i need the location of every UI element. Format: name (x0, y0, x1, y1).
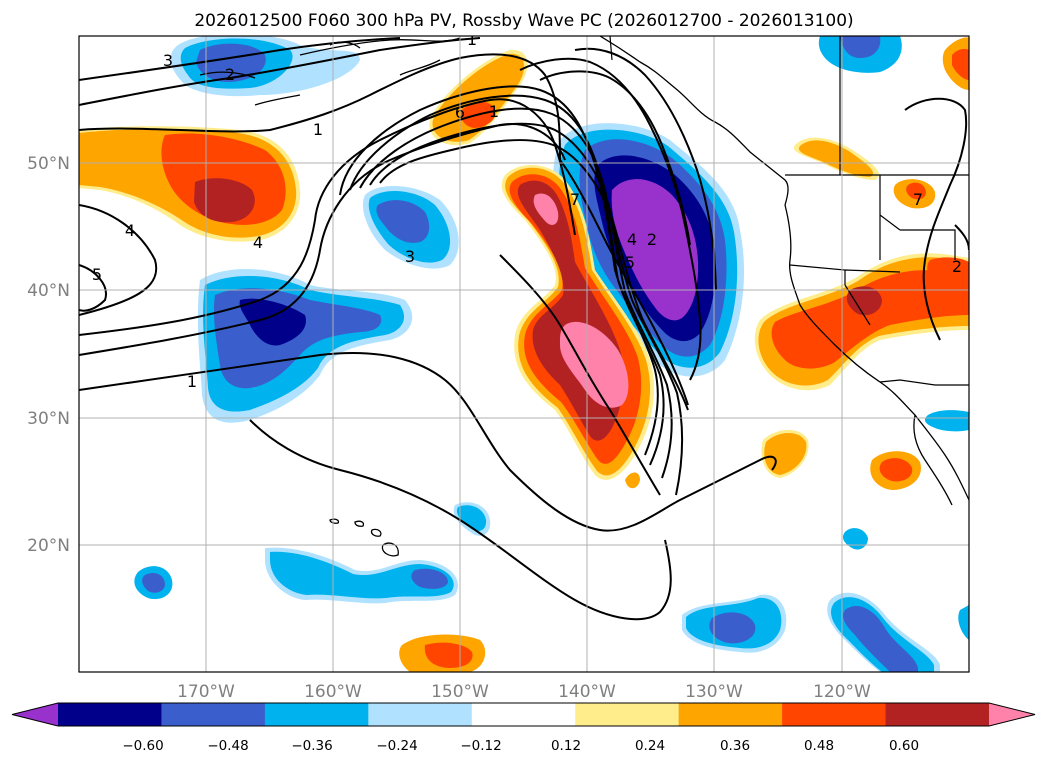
x-tick-label: 160°W (304, 682, 362, 702)
contour-label: 1 (467, 30, 477, 49)
colorbar-extend-min (12, 703, 58, 726)
colorbar-segment (885, 703, 990, 726)
colorbar-segment (264, 703, 369, 726)
contour-label: 3 (163, 51, 173, 70)
negative-anomaly-shading (134, 36, 969, 672)
map-frame (78, 35, 970, 673)
x-tick-label: 130°W (685, 682, 743, 702)
colorbar (11, 702, 1036, 727)
y-tick-label: 30°N (27, 409, 70, 429)
colorbar-tick-label: 0.36 (720, 738, 750, 754)
x-axis-tick-labels: 170°W 160°W 150°W 140°W 130°W 120°W (177, 682, 871, 702)
contour-label: 3 (405, 247, 415, 266)
x-tick-label: 140°W (558, 682, 616, 702)
colorbar-segment (58, 703, 162, 726)
political-borders (609, 36, 969, 386)
contour-label: 5 (625, 253, 635, 272)
colorbar-tick-label: −0.48 (207, 738, 248, 754)
colorbar-tick-label: 0.60 (889, 738, 919, 754)
contour-label: 7 (913, 190, 923, 209)
colorbar-tick-label: 0.48 (804, 738, 834, 754)
colorbar-tick-label: −0.24 (376, 738, 417, 754)
coastlines (199, 36, 969, 557)
x-tick-label: 150°W (431, 682, 489, 702)
map-area: 3 2 1 1 6 7 1 4 4 5 3 1 2 4 5 7 2 (79, 30, 969, 672)
colorbar-tick-label: −0.60 (122, 738, 163, 754)
contour-label: 1 (187, 372, 197, 391)
y-tick-label: 20°N (27, 536, 70, 556)
contour-label: 5 (92, 265, 102, 284)
contour-label: 4 (253, 233, 263, 252)
x-tick-label: 170°W (177, 682, 235, 702)
colorbar-tick-label: −0.12 (460, 738, 501, 754)
contour-label: 4 (125, 221, 135, 240)
y-axis-tick-labels: 50°N 40°N 30°N 20°N (27, 154, 70, 556)
contour-label: 4 (627, 230, 637, 249)
contour-label: 2 (225, 65, 235, 84)
contour-label: 7 (570, 190, 580, 209)
figure-title: 2026012500 F060 300 hPa PV, Rossby Wave … (194, 11, 853, 31)
colorbar-segment (575, 703, 680, 726)
colorbar-tick-label: 0.12 (551, 738, 581, 754)
colorbar-segment (161, 703, 266, 726)
colorbar-labels: −0.60 −0.48 −0.36 −0.24 −0.12 0.12 0.24 … (122, 738, 919, 754)
colorbar-segment (678, 703, 783, 726)
y-tick-label: 50°N (27, 154, 70, 174)
colorbar-segment (368, 703, 473, 726)
colorbar-tick-label: 0.24 (635, 738, 665, 754)
pv-contours (79, 37, 969, 621)
gridlines (79, 36, 969, 672)
positive-anomaly-shading (79, 37, 969, 672)
colorbar-extend-max (989, 703, 1035, 726)
colorbar-outline (11, 702, 1036, 727)
x-tick-label: 120°W (813, 682, 871, 702)
contour-label: 2 (647, 230, 657, 249)
contour-label: 1 (489, 102, 499, 121)
colorbar-tick-label: −0.36 (291, 738, 332, 754)
contour-label: 2 (952, 257, 962, 276)
colorbar-segment (782, 703, 887, 726)
colorbar-segment (471, 703, 576, 726)
contour-label: 1 (313, 120, 323, 139)
y-tick-label: 40°N (27, 281, 70, 301)
